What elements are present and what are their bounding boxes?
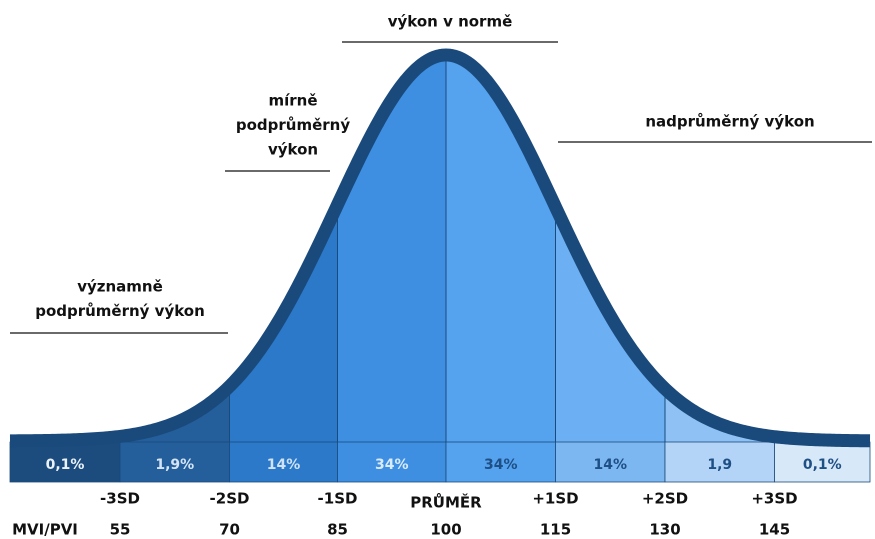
band-cell [9, 441, 121, 483]
segment-label: 14% [267, 457, 301, 473]
segment-label: 34% [375, 457, 409, 473]
annotation: podprůměrný [236, 116, 350, 134]
sd-label: PRŮMĚR [410, 492, 482, 512]
annotation: výkon v normě [388, 13, 513, 31]
segment-area [10, 55, 120, 482]
segment-label: 1,9 [707, 457, 732, 473]
band-cell [119, 441, 230, 483]
annotation: významně [77, 278, 163, 296]
scale-value: 100 [430, 521, 461, 539]
sd-label: +3SD [751, 490, 797, 508]
bell-curve [5, 48, 875, 448]
scale-value: 145 [759, 521, 790, 539]
band-cell [555, 441, 666, 483]
annotation: nadprůměrný výkon [645, 113, 814, 131]
labels: 0,1% 1,9% 14% 34% 34% 14% 1,9 0,1% výkon v normě… [12, 13, 842, 539]
segment-label: 0,1% [46, 457, 85, 473]
scale-value: 130 [649, 521, 680, 539]
curve-fill [10, 55, 870, 482]
scale-value: 85 [327, 521, 348, 539]
band [9, 441, 871, 483]
sd-label: -2SD [210, 490, 250, 508]
segment-label: 0,1% [803, 457, 842, 473]
band-cell [445, 441, 556, 483]
sd-label: -1SD [318, 490, 358, 508]
band-cell [229, 441, 338, 483]
annotation: výkon [268, 141, 318, 159]
band-cell [337, 441, 447, 483]
scale-name: MVI/PVI [12, 521, 78, 539]
annotation: mírně [268, 92, 317, 110]
scale-value: 115 [540, 521, 571, 539]
annotation: podprůměrný výkon [35, 302, 205, 320]
sd-label: -3SD [100, 490, 140, 508]
sd-label: +1SD [532, 490, 578, 508]
segment-area [774, 55, 870, 482]
sd-label: +2SD [642, 490, 688, 508]
scale-value: 70 [219, 521, 240, 539]
segment-area [555, 55, 665, 482]
band-cell [664, 441, 775, 483]
segment-label: 34% [484, 457, 518, 473]
scale-value: 55 [110, 521, 131, 539]
segment-label: 14% [593, 457, 627, 473]
segment-label: 1,9% [155, 457, 194, 473]
